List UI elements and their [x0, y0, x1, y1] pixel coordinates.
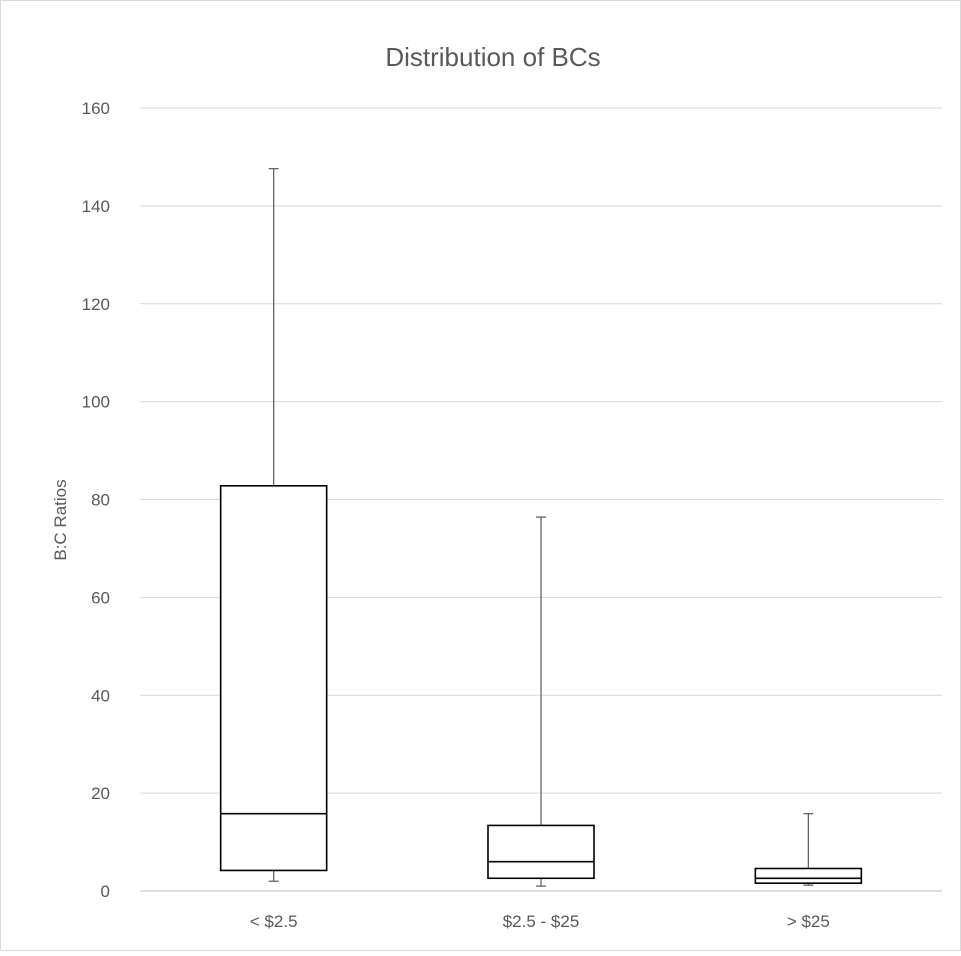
- y-tick-label-6: 120: [82, 295, 110, 314]
- y-tick-label-8: 160: [82, 99, 110, 118]
- x-category-label-2: > $25: [787, 912, 830, 931]
- box-group-2: [754, 813, 863, 886]
- box-group-1: [487, 516, 595, 887]
- chart-title: Distribution of BCs: [385, 42, 600, 72]
- y-tick-label-5: 100: [82, 393, 110, 412]
- y-tick-label-2: 40: [91, 686, 110, 705]
- box-1: [487, 824, 595, 880]
- box-group-0: [219, 168, 328, 882]
- y-tick-label-0: 0: [101, 882, 110, 901]
- box-2: [754, 867, 863, 884]
- x-category-label-0: < $2.5: [250, 912, 298, 931]
- y-axis-ticks: 0 20 40 60 80 100 120 140 160: [82, 99, 110, 901]
- y-tick-label-7: 140: [82, 197, 110, 216]
- y-tick-label-4: 80: [91, 491, 110, 510]
- y-tick-label-1: 20: [91, 784, 110, 803]
- y-axis-title: B:C Ratios: [51, 479, 70, 560]
- x-axis-categories: < $2.5 $2.5 - $25 > $25: [250, 912, 830, 931]
- x-category-label-1: $2.5 - $25: [503, 912, 580, 931]
- boxes: [219, 168, 863, 887]
- box-0: [219, 484, 328, 872]
- y-tick-label-3: 60: [91, 588, 110, 607]
